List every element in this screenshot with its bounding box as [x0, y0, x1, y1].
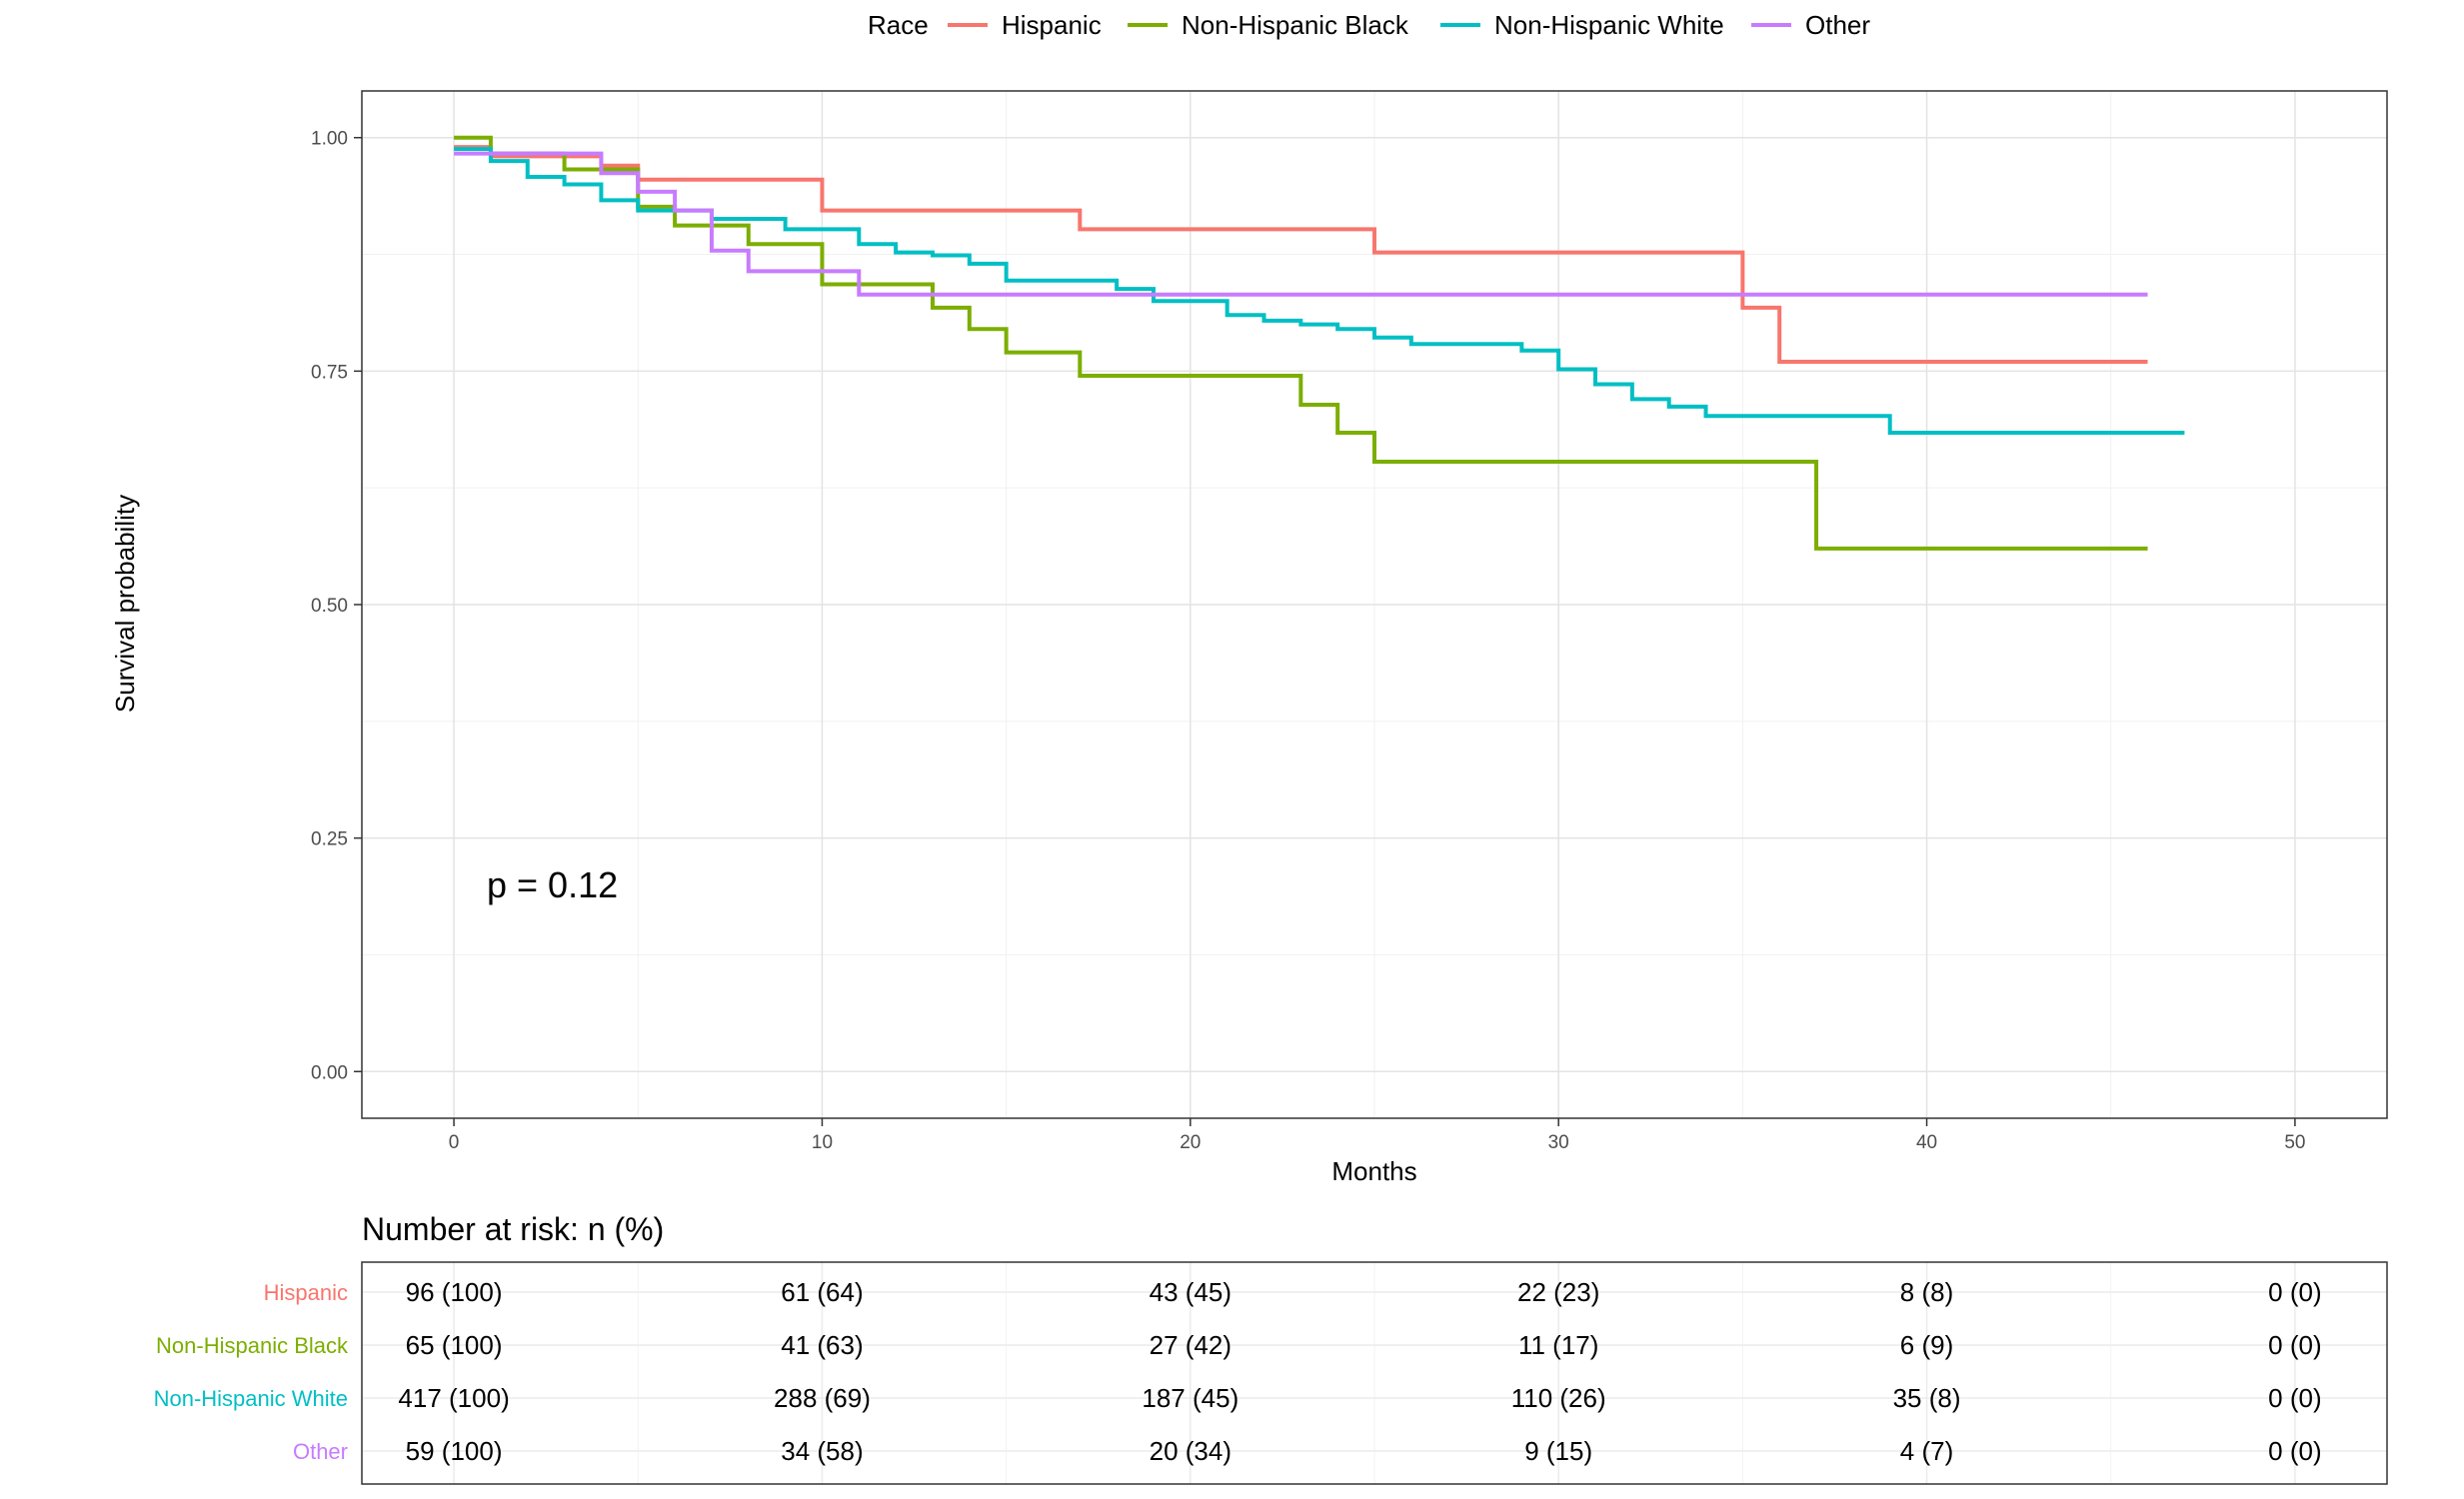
x-axis-label: Months	[1331, 1156, 1416, 1186]
x-tick-label: 20	[1180, 1132, 1201, 1153]
y-axis-label: Survival probability	[110, 495, 140, 713]
risk-row-label: Non-Hispanic White	[154, 1386, 348, 1411]
y-tick-label: 0.00	[311, 1062, 348, 1083]
curve-other	[454, 151, 2148, 297]
risk-cell: 27 (42)	[1150, 1330, 1232, 1360]
y-tick-label: 0.50	[311, 596, 348, 617]
risk-cell: 187 (45)	[1142, 1383, 1238, 1413]
risk-cell: 0 (0)	[2268, 1383, 2321, 1413]
risk-cell: 8 (8)	[1900, 1277, 1953, 1307]
risk-cell: 61 (64)	[781, 1277, 863, 1307]
risk-cell: 34 (58)	[781, 1436, 863, 1466]
risk-cell: 110 (26)	[1511, 1383, 1606, 1413]
risk-row-label: Hispanic	[264, 1280, 348, 1305]
y-tick-label: 1.00	[311, 129, 348, 150]
risk-cell: 417 (100)	[398, 1383, 509, 1413]
risk-cell: 22 (23)	[1517, 1277, 1599, 1307]
x-tick-label: 0	[449, 1132, 460, 1153]
legend-label: Non-Hispanic Black	[1182, 10, 1409, 40]
risk-cell: 65 (100)	[406, 1330, 503, 1360]
curve-non-hispanic-black	[454, 135, 2148, 551]
risk-cell: 41 (63)	[781, 1330, 863, 1360]
risk-table-title: Number at risk: n (%)	[362, 1211, 664, 1247]
legend: Race Hispanic Non-Hispanic Black Non-Hispa…	[868, 10, 1870, 40]
risk-table-border	[361, 1261, 2388, 1485]
risk-table: Number at risk: n (%) 96 (100) 61 (64) 43 …	[154, 1211, 2388, 1485]
plot-panel: 0 10 20 30 40 50 0.00 0.25 0.50 0.75 1.00 p = 0.12	[311, 90, 2388, 1153]
risk-cell: 0 (0)	[2268, 1277, 2321, 1307]
legend-label: Hispanic	[1002, 10, 1102, 40]
p-value-annotation: p = 0.12	[487, 864, 618, 905]
legend-title: Race	[868, 10, 929, 40]
legend-label: Other	[1805, 10, 1870, 40]
x-tick-label: 50	[2284, 1132, 2305, 1153]
y-tick-label: 0.25	[311, 829, 348, 850]
risk-cell: 59 (100)	[406, 1436, 503, 1466]
risk-row-label: Non-Hispanic Black	[156, 1333, 349, 1358]
risk-cell: 43 (45)	[1150, 1277, 1232, 1307]
risk-cell: 96 (100)	[406, 1277, 503, 1307]
risk-cell: 0 (0)	[2268, 1330, 2321, 1360]
risk-cell: 9 (15)	[1524, 1436, 1592, 1466]
x-tick-label: 30	[1548, 1132, 1569, 1153]
risk-row-label: Other	[293, 1439, 348, 1464]
risk-cell: 20 (34)	[1150, 1436, 1232, 1466]
curve-hispanic	[454, 145, 2148, 365]
legend-label: Non-Hispanic White	[1494, 10, 1724, 40]
risk-cell: 35 (8)	[1893, 1383, 1961, 1413]
risk-cell: 6 (9)	[1900, 1330, 1953, 1360]
risk-cell: 4 (7)	[1900, 1436, 1953, 1466]
risk-cell: 0 (0)	[2268, 1436, 2321, 1466]
risk-cell: 288 (69)	[774, 1383, 871, 1413]
x-tick-label: 10	[812, 1132, 833, 1153]
x-tick-label: 40	[1916, 1132, 1937, 1153]
risk-cell: 11 (17)	[1518, 1330, 1598, 1360]
y-tick-label: 0.75	[311, 362, 348, 383]
